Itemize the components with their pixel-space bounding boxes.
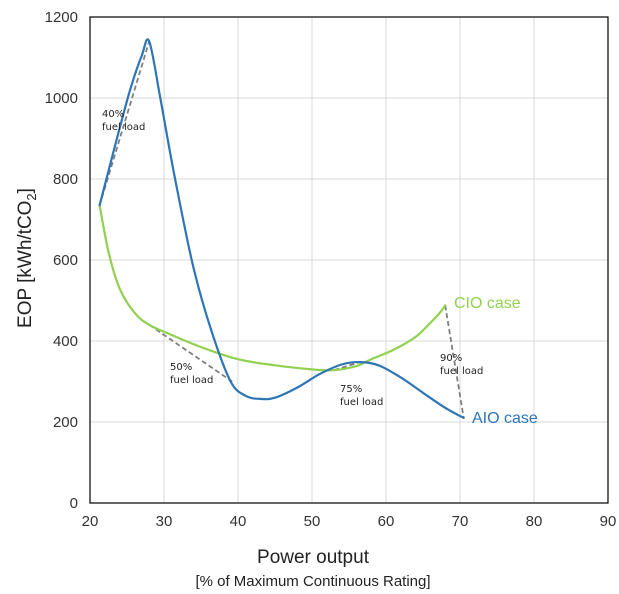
annotation-50-fuel-load: 50% fuel load — [170, 362, 213, 386]
y-tick-label: 200 — [53, 414, 78, 431]
x-axis-subtitle: [% of Maximum Continuous Rating] — [195, 573, 430, 590]
y-tick-labels: 0 200 400 600 800 1000 1200 — [45, 9, 78, 512]
x-tick-label: 70 — [452, 513, 469, 530]
series-lines — [98, 38, 465, 419]
y-tick-label: 800 — [53, 171, 78, 188]
annotation-90-fuel-load: 90% fuel load — [440, 353, 483, 377]
x-tick-label: 90 — [600, 513, 617, 530]
y-axis-title-main: EOP [kWh/tCO — [15, 201, 36, 328]
annotation-75-fuel-load: 75% fuel load — [340, 384, 383, 408]
y-tick-label: 600 — [53, 252, 78, 269]
x-tick-labels: 20 30 40 50 60 70 80 90 — [82, 513, 617, 530]
grid — [89, 16, 609, 504]
annotation-40-fuel-load: 40% fuel load — [102, 109, 145, 133]
x-tick-label: 50 — [304, 513, 321, 530]
x-tick-label: 20 — [82, 513, 99, 530]
y-axis-title-subscript: 2 — [24, 193, 39, 200]
x-tick-label: 60 — [378, 513, 395, 530]
y-tick-label: 1200 — [45, 9, 78, 26]
x-tick-label: 30 — [156, 513, 173, 530]
aio-case-line — [98, 38, 465, 419]
fuel-load-dashed-line — [444, 305, 465, 419]
aio-case-label: AIO case — [472, 410, 538, 427]
x-tick-label: 40 — [230, 513, 247, 530]
fuel-load-dashed-line — [98, 41, 151, 206]
plot-frame — [89, 16, 609, 504]
y-tick-label: 0 — [70, 495, 78, 512]
cio-case-label: CIO case — [454, 295, 521, 312]
y-axis-title-close: ] — [15, 188, 36, 193]
cio-case-line — [98, 204, 447, 372]
y-axis-title: EOP [kWh/tCO2] — [15, 188, 39, 328]
fuel-load-dashed-line — [148, 324, 233, 383]
x-axis-title: Power output — [257, 547, 370, 568]
y-tick-label: 400 — [53, 333, 78, 350]
y-tick-label: 1000 — [45, 90, 78, 107]
x-tick-label: 80 — [526, 513, 543, 530]
